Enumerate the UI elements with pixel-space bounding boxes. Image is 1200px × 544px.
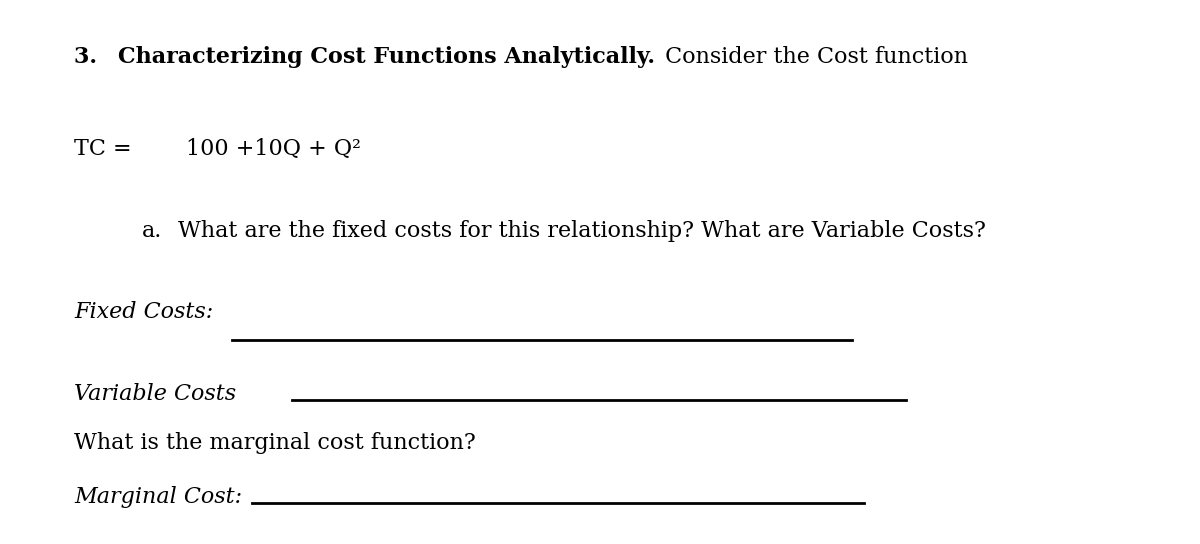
Text: What are the fixed costs for this relationship? What are Variable Costs?: What are the fixed costs for this relati…: [178, 220, 985, 242]
Text: TC =: TC =: [74, 138, 132, 160]
Text: What is the marginal cost function?: What is the marginal cost function?: [74, 432, 476, 454]
Text: Variable Costs: Variable Costs: [74, 383, 236, 405]
Text: Fixed Costs:: Fixed Costs:: [74, 301, 214, 323]
Text: Marginal Cost:: Marginal Cost:: [74, 486, 242, 508]
Text: Characterizing Cost Functions Analytically.: Characterizing Cost Functions Analytical…: [118, 46, 655, 67]
Text: a.: a.: [142, 220, 162, 242]
Text: 100 +10Q + Q²: 100 +10Q + Q²: [186, 138, 361, 160]
Text: Consider the Cost function: Consider the Cost function: [658, 46, 967, 67]
Text: 3.: 3.: [74, 46, 113, 67]
